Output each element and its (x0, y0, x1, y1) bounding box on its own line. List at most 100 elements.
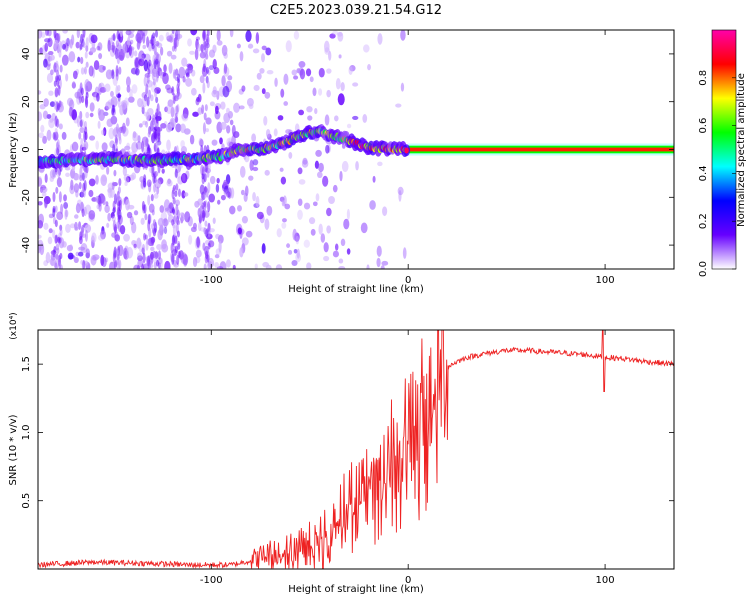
noise-blob (194, 48, 199, 61)
noise-blob (180, 172, 188, 184)
noise-blob (172, 71, 176, 79)
noise-blob (77, 56, 81, 63)
noise-blob (171, 45, 175, 52)
noise-blob (85, 97, 89, 109)
noise-blob (43, 58, 48, 68)
snr-x-label: Height of straight line (km) (288, 584, 424, 595)
noise-blob (182, 107, 189, 119)
noise-blob (231, 124, 236, 137)
noise-blob (54, 234, 58, 244)
noise-blob (109, 261, 116, 269)
noise-blob (46, 114, 52, 119)
noise-blob (197, 221, 202, 232)
noise-blob (252, 159, 259, 166)
noise-blob (240, 189, 245, 196)
noise-blob (141, 200, 145, 211)
noise-blob (316, 171, 323, 179)
noise-blob (335, 78, 341, 90)
snr-series-line (38, 330, 674, 569)
noise-blob (131, 84, 138, 94)
noise-blob (215, 105, 219, 115)
noise-blob (326, 225, 331, 234)
noise-blob (59, 252, 63, 260)
noise-blob (266, 205, 273, 216)
noise-blob (318, 162, 324, 173)
spectrogram-x-label: Height of straight line (km) (288, 284, 424, 295)
noise-blob (46, 72, 54, 84)
noise-blob (177, 30, 181, 36)
noise-blob (237, 227, 242, 235)
noise-blob (62, 43, 66, 50)
noise-blob (116, 30, 120, 40)
noise-blob (261, 45, 267, 51)
noise-blob (65, 73, 69, 82)
noise-blob (174, 235, 178, 245)
noise-blob (171, 189, 175, 200)
noise-blob (73, 183, 80, 193)
echo-patch (337, 93, 345, 106)
noise-blob (146, 179, 152, 188)
noise-blob (79, 43, 83, 50)
noise-blob (362, 114, 368, 123)
noise-blob (40, 187, 47, 193)
noise-blob (241, 215, 248, 224)
noise-blob (314, 160, 320, 169)
noise-blob (102, 65, 106, 71)
noise-blob (78, 251, 84, 257)
noise-blob (46, 63, 51, 71)
noise-blob (203, 263, 207, 269)
noise-blob (141, 54, 145, 62)
noise-blob (334, 243, 339, 251)
noise-blob (63, 194, 67, 202)
noise-blob (118, 136, 122, 145)
noise-blob (189, 134, 195, 145)
noise-blob (75, 41, 80, 49)
noise-blob (298, 109, 305, 116)
noise-blob (152, 219, 156, 227)
noise-blob (305, 68, 312, 77)
noise-blob (223, 63, 228, 74)
noise-blob (209, 228, 215, 233)
y-tick-label: 1.0 (21, 424, 32, 440)
noise-blob (154, 50, 158, 59)
noise-blob (124, 181, 128, 186)
noise-blob (303, 239, 310, 248)
noise-blob (164, 260, 171, 269)
noise-blob (297, 209, 303, 220)
noise-blob (90, 34, 98, 44)
noise-blob (156, 259, 160, 267)
noise-blob (212, 217, 216, 225)
noise-blob (56, 139, 60, 150)
noise-blob (343, 218, 350, 230)
noise-blob (53, 100, 57, 110)
noise-blob (244, 155, 250, 163)
noise-blob (229, 205, 236, 215)
colorbar: 0.0 0.2 0.4 0.6 0.8 Normalized spectral ampl… (698, 29, 747, 277)
noise-blob (281, 222, 287, 229)
noise-blob (81, 208, 85, 218)
noise-blob (79, 119, 83, 128)
noise-blob (79, 127, 85, 133)
noise-blob (56, 236, 60, 243)
noise-blob (119, 224, 126, 235)
noise-blob (84, 229, 88, 242)
noise-blob (293, 248, 298, 254)
noise-blob (157, 217, 165, 227)
noise-blob (81, 33, 85, 41)
noise-blob (97, 234, 105, 241)
noise-blob (126, 85, 131, 93)
noise-blob (202, 209, 206, 222)
noise-blob (111, 181, 115, 190)
noise-blob (44, 173, 48, 183)
noise-blob (212, 58, 217, 70)
noise-blob (171, 207, 175, 214)
noise-blob (363, 44, 370, 53)
noise-blob (142, 243, 146, 256)
noise-blob (116, 221, 120, 229)
x-tick-label: -100 (200, 275, 223, 286)
noise-blob (122, 198, 126, 206)
noise-blob (323, 242, 329, 253)
noise-blob (227, 75, 233, 81)
noise-blob (146, 146, 150, 154)
noise-blob (148, 89, 152, 99)
